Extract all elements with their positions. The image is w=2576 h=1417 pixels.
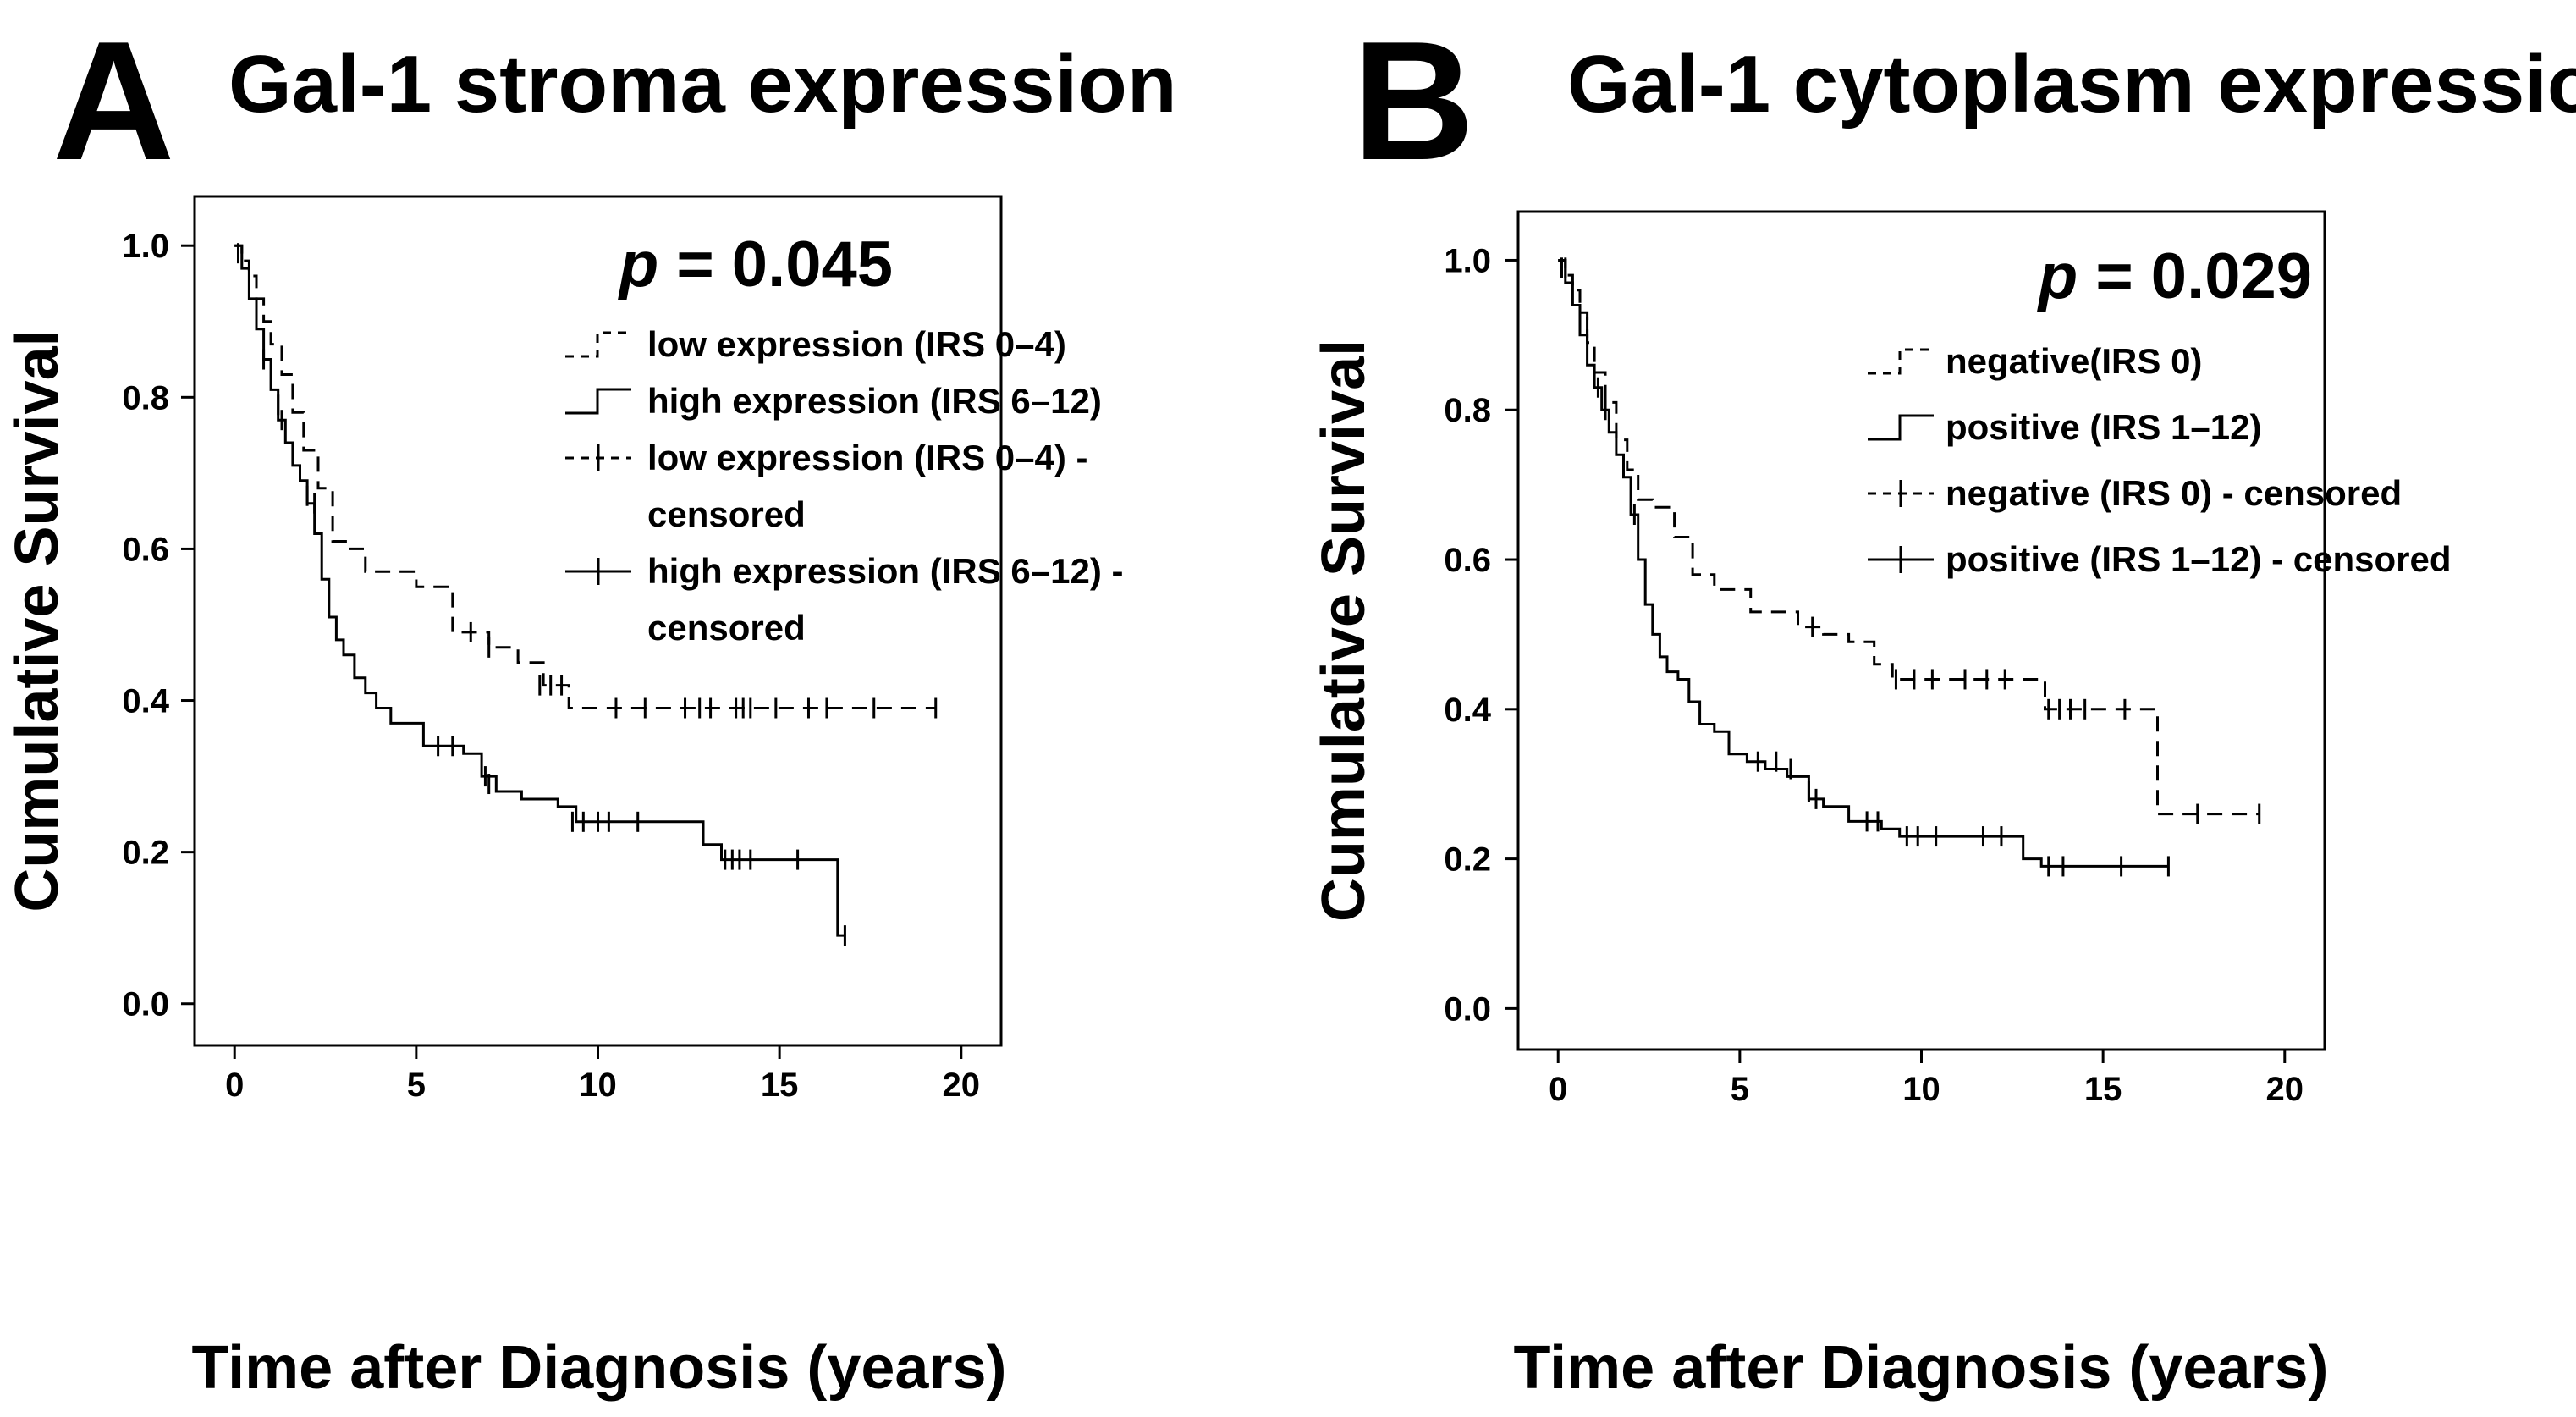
legend-item: positive (IRS 1–12) - censored [1868,539,2452,579]
legend-label: positive (IRS 1–12) [1946,407,2261,447]
p-value-symbol: p [618,229,677,300]
y-tick-label: 0.0 [122,986,169,1023]
x-tick-label: 0 [225,1067,244,1104]
x-tick-label: 10 [1902,1071,1940,1108]
p-value-number: = 0.029 [2095,240,2312,312]
legend-step-icon [565,331,631,358]
y-axis-label: Cumulative Survival [1310,339,1378,922]
panel-letter: B [1352,7,1474,196]
plot-frame [1516,210,2326,1051]
x-tick-label: 5 [407,1067,426,1104]
y-tick-label: 0.8 [122,379,169,416]
y-tick-label: 0.2 [1444,841,1491,879]
panel-b: B Gal-1 cytoplasm expression 0 5 10 15 20 0.0… [1288,0,2576,1417]
p-value: p = 0.029 [2037,240,2312,312]
legend-label: low expression (IRS 0–4) [647,324,1066,364]
y-axis-label: Cumulative Survival [3,329,71,912]
legend-item: negative(IRS 0) [1868,341,2202,381]
y-tick-label: 1.0 [122,228,169,265]
legend-label: positive (IRS 1–12) - censored [1946,539,2452,579]
legend-label-continued: censored [647,608,806,648]
p-value-symbol: p [2037,240,2096,312]
p-value-number: = 0.045 [676,229,893,300]
x-tick-label: 20 [943,1067,981,1104]
x-tick-label: 15 [2084,1071,2122,1108]
panel-a: A Gal-1 stroma expression 0 5 10 15 20 0.0 0.2… [3,7,1177,1403]
p-value: p = 0.045 [618,229,893,300]
y-tick-label: 1.0 [1444,242,1491,279]
legend-item: high expression (IRS 6–12) - censored [565,551,1124,648]
km-plot-stroma: 0 5 10 15 20 0.0 0.2 0.4 0.6 0.8 1.0 Time after Dia… [3,195,1124,1402]
legend-item: high expression (IRS 6–12) [565,381,1102,421]
legend-step-icon [565,388,631,415]
x-tick-label: 20 [2266,1071,2304,1108]
x-tick-label: 0 [1549,1071,1567,1108]
y-tick-label: 0.6 [1444,542,1491,579]
y-tick-label: 0.0 [1444,990,1491,1028]
legend-label-continued: censored [647,494,806,534]
legend-label: low expression (IRS 0–4) - [647,438,1088,477]
chart-title: Gal-1 cytoplasm expression [1567,39,2576,130]
legend-step-icon [1868,414,1934,441]
y-tick-label: 0.4 [1444,692,1491,729]
x-tick-label: 10 [579,1067,617,1104]
x-axis-label: Time after Diagnosis (years) [1513,1334,2328,1402]
x-tick-label: 15 [761,1067,799,1104]
survival-curve-solid [234,244,845,937]
survival-curve-dashed [234,244,936,709]
y-tick-label: 0.8 [1444,392,1491,429]
panel-letter: A [52,7,174,196]
x-tick-label: 5 [1731,1071,1749,1108]
x-axis-label: Time after Diagnosis (years) [191,1334,1006,1402]
legend-item: low expression (IRS 0–4) - censored [565,438,1088,534]
legend-label: negative (IRS 0) - censored [1946,473,2402,513]
legend-item: low expression (IRS 0–4) [565,324,1066,364]
km-plot-cytoplasm: 0 5 10 15 20 0.0 0.2 0.4 0.6 0.8 1.0 Time after Dia… [1310,210,2452,1402]
legend-label: high expression (IRS 6–12) [647,381,1102,421]
legend-step-icon [1868,348,1934,375]
y-tick-label: 0.6 [122,531,169,568]
legend-item: positive (IRS 1–12) [1868,407,2261,447]
legend-label: negative(IRS 0) [1946,341,2202,381]
y-tick-label: 0.4 [122,683,169,720]
y-tick-label: 0.2 [122,835,169,872]
chart-title: Gal-1 stroma expression [228,39,1177,130]
legend-item: negative (IRS 0) - censored [1868,473,2402,513]
legend-label: high expression (IRS 6–12) - [647,551,1124,591]
